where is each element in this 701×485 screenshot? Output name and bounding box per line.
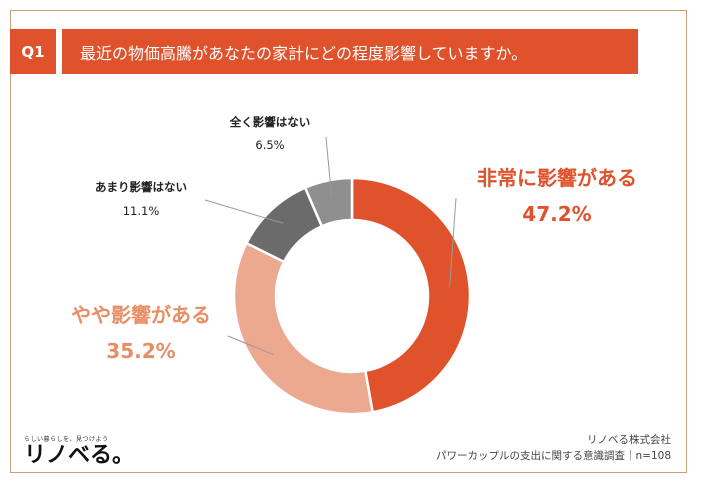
footer-company: リノベる株式会社 xyxy=(587,434,671,446)
donut-slice xyxy=(350,176,472,414)
leader-line xyxy=(449,197,457,288)
logo-tagline: らしい暮らしを、見つけよう xyxy=(24,436,109,443)
slice-label: 全く影響はない xyxy=(229,115,311,129)
company-logo: らしい暮らしを、見つけよう リノベる。 xyxy=(24,434,134,469)
page-frame xyxy=(10,10,687,473)
leader-line xyxy=(204,199,284,224)
footer: リノベる株式会社 パワーカップルの支出に関する意識調査｜n=108 xyxy=(436,432,671,464)
slice-value-label: 6.5% xyxy=(255,138,284,152)
slice-label: あまり影響はない xyxy=(95,180,187,194)
question-number: Q1 xyxy=(21,42,45,61)
slice-value-label: 11.1% xyxy=(123,204,160,218)
leader-line xyxy=(227,335,274,356)
question-text: 最近の物価高騰があなたの家計にどの程度影響していますか。 xyxy=(80,43,528,63)
slice-label: やや影響がある xyxy=(71,303,211,327)
donut-slice xyxy=(232,241,375,416)
slice-label: 非常に影響がある xyxy=(477,166,637,190)
slice-value-label: 47.2% xyxy=(522,202,591,226)
slice-value-label: 35.2% xyxy=(106,339,175,363)
logo-name: リノベる。 xyxy=(24,443,135,468)
leader-line xyxy=(325,136,333,199)
donut-slice xyxy=(303,176,354,228)
question-title-bar: 最近の物価高騰があなたの家計にどの程度影響していますか。 xyxy=(62,29,638,74)
footer-survey: パワーカップルの支出に関する意識調査｜n=108 xyxy=(436,450,671,462)
question-number-badge: Q1 xyxy=(10,29,56,74)
